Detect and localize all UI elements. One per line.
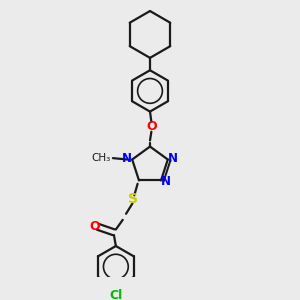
Text: N: N bbox=[168, 152, 178, 165]
Text: Cl: Cl bbox=[109, 289, 122, 300]
Text: O: O bbox=[146, 120, 157, 133]
Text: N: N bbox=[160, 175, 170, 188]
Text: S: S bbox=[128, 192, 138, 206]
Text: O: O bbox=[89, 220, 100, 233]
Text: N: N bbox=[122, 152, 132, 165]
Text: CH₃: CH₃ bbox=[92, 153, 111, 163]
